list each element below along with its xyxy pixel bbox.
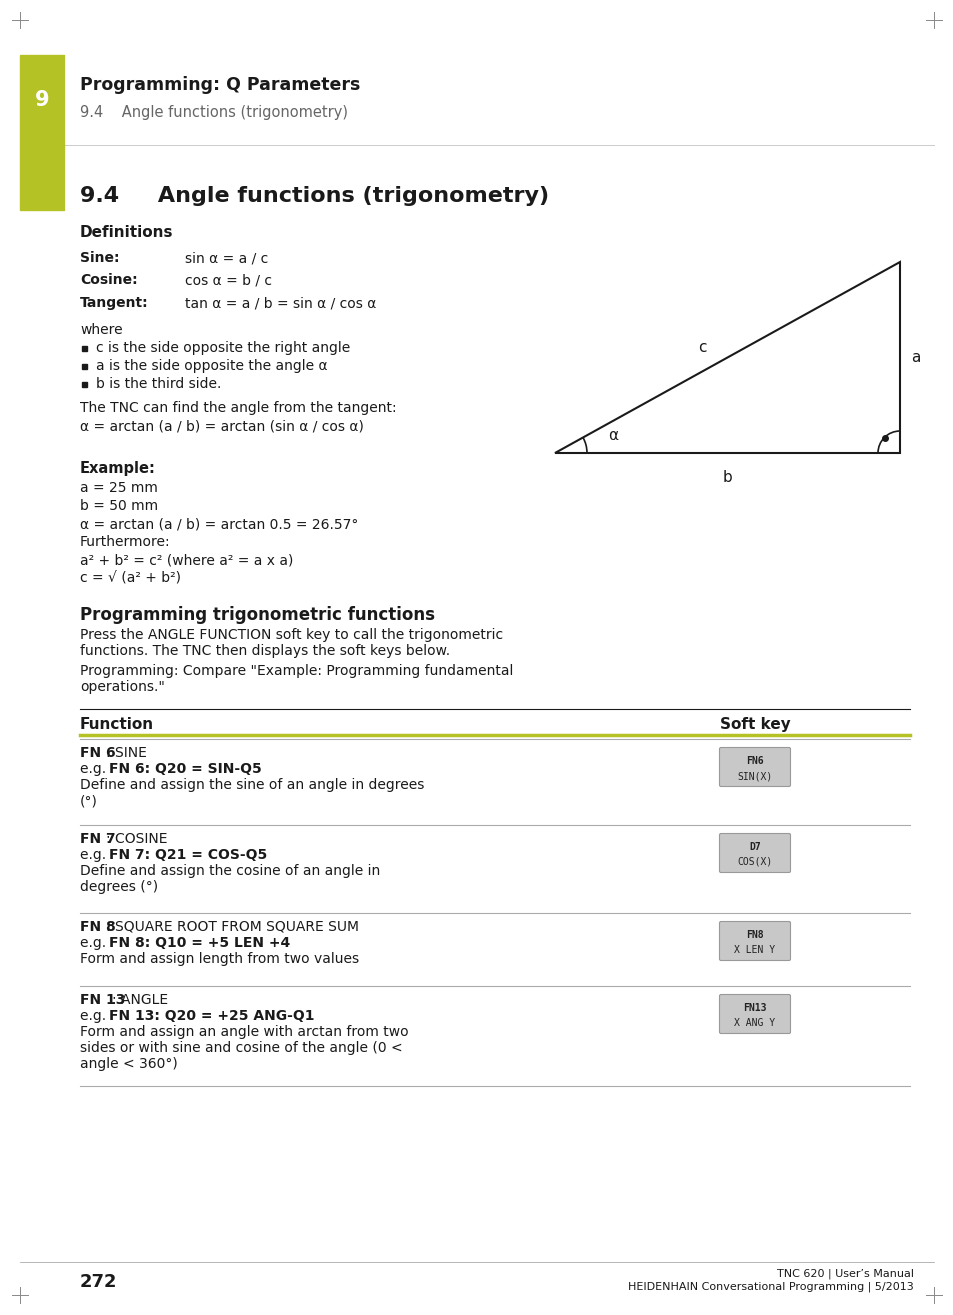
Text: FN6: FN6 <box>745 756 763 767</box>
Text: Furthermore:: Furthermore: <box>80 535 171 548</box>
Text: degrees (°): degrees (°) <box>80 880 158 894</box>
Text: Example:: Example: <box>80 460 155 476</box>
Text: Form and assign length from two values: Form and assign length from two values <box>80 952 358 967</box>
Text: c = √ (a² + b²): c = √ (a² + b²) <box>80 571 181 585</box>
Text: HEIDENHAIN Conversational Programming | 5/2013: HEIDENHAIN Conversational Programming | … <box>628 1282 913 1293</box>
FancyBboxPatch shape <box>719 747 790 786</box>
Text: : SQUARE ROOT FROM SQUARE SUM: : SQUARE ROOT FROM SQUARE SUM <box>106 920 358 934</box>
Text: Programming: Q Parameters: Programming: Q Parameters <box>80 76 360 93</box>
Text: b = 50 mm: b = 50 mm <box>80 498 158 513</box>
Text: SIN(X): SIN(X) <box>737 771 772 781</box>
Text: operations.": operations." <box>80 680 165 694</box>
FancyBboxPatch shape <box>719 834 790 872</box>
Text: : ANGLE: : ANGLE <box>112 993 169 1007</box>
Text: Function: Function <box>80 717 154 731</box>
Text: Define and assign the cosine of an angle in: Define and assign the cosine of an angle… <box>80 864 380 878</box>
Bar <box>82 381 87 387</box>
Text: FN13: FN13 <box>742 1003 766 1013</box>
Text: : SINE: : SINE <box>106 746 147 760</box>
Text: c is the side opposite the right angle: c is the side opposite the right angle <box>96 341 350 355</box>
Bar <box>20 55 64 210</box>
Text: sin α = a / c: sin α = a / c <box>185 251 268 266</box>
Text: Sine:: Sine: <box>80 251 119 266</box>
Text: e.g.: e.g. <box>80 936 111 949</box>
Bar <box>82 346 87 351</box>
FancyBboxPatch shape <box>719 994 790 1034</box>
Text: 272: 272 <box>80 1273 117 1291</box>
Text: a = 25 mm: a = 25 mm <box>80 481 157 494</box>
Text: b is the third side.: b is the third side. <box>96 377 221 391</box>
Text: angle < 360°): angle < 360°) <box>80 1057 177 1070</box>
Text: Programming trigonometric functions: Programming trigonometric functions <box>80 606 435 625</box>
Text: α: α <box>607 427 618 443</box>
Text: Define and assign the sine of an angle in degrees: Define and assign the sine of an angle i… <box>80 778 424 792</box>
Text: α = arctan (a / b) = arctan 0.5 = 26.57°: α = arctan (a / b) = arctan 0.5 = 26.57° <box>80 517 358 531</box>
Text: : COSINE: : COSINE <box>106 832 168 846</box>
Text: a is the side opposite the angle α: a is the side opposite the angle α <box>96 359 327 373</box>
Text: tan α = a / b = sin α / cos α: tan α = a / b = sin α / cos α <box>185 296 376 310</box>
Text: Cosine:: Cosine: <box>80 274 137 287</box>
Text: FN 7: Q21 = COS-Q5: FN 7: Q21 = COS-Q5 <box>109 848 267 863</box>
Text: where: where <box>80 323 123 337</box>
Text: 9.4     Angle functions (trigonometry): 9.4 Angle functions (trigonometry) <box>80 185 549 206</box>
Text: sides or with sine and cosine of the angle (0 <: sides or with sine and cosine of the ang… <box>80 1041 402 1055</box>
Text: X LEN Y: X LEN Y <box>734 945 775 955</box>
Text: FN 7: FN 7 <box>80 832 115 846</box>
Text: FN 13: FN 13 <box>80 993 125 1007</box>
Text: Press the ANGLE FUNCTION soft key to call the trigonometric: Press the ANGLE FUNCTION soft key to cal… <box>80 629 502 642</box>
Text: c: c <box>698 341 706 355</box>
Text: α = arctan (a / b) = arctan (sin α / cos α): α = arctan (a / b) = arctan (sin α / cos… <box>80 419 363 433</box>
Text: cos α = b / c: cos α = b / c <box>185 274 272 287</box>
Text: e.g.: e.g. <box>80 761 111 776</box>
Text: (°): (°) <box>80 794 98 807</box>
Text: FN 13: Q20 = +25 ANG-Q1: FN 13: Q20 = +25 ANG-Q1 <box>109 1009 314 1023</box>
Text: FN 6: FN 6 <box>80 746 115 760</box>
Text: b: b <box>721 469 732 484</box>
Text: Tangent:: Tangent: <box>80 296 149 310</box>
Text: a: a <box>910 350 920 366</box>
Text: functions. The TNC then displays the soft keys below.: functions. The TNC then displays the sof… <box>80 644 450 658</box>
Text: D7: D7 <box>748 842 760 852</box>
Bar <box>82 364 87 370</box>
Text: Definitions: Definitions <box>80 225 173 239</box>
Text: The TNC can find the angle from the tangent:: The TNC can find the angle from the tang… <box>80 401 396 416</box>
Text: a² + b² = c² (where a² = a x a): a² + b² = c² (where a² = a x a) <box>80 554 294 567</box>
Text: FN 6: Q20 = SIN-Q5: FN 6: Q20 = SIN-Q5 <box>109 761 261 776</box>
Text: COS(X): COS(X) <box>737 857 772 867</box>
Text: TNC 620 | User’s Manual: TNC 620 | User’s Manual <box>776 1269 913 1279</box>
Text: FN 8: FN 8 <box>80 920 115 934</box>
Text: X ANG Y: X ANG Y <box>734 1018 775 1028</box>
Text: FN 8: Q10 = +5 LEN +4: FN 8: Q10 = +5 LEN +4 <box>109 936 290 949</box>
Text: FN8: FN8 <box>745 930 763 940</box>
Text: Soft key: Soft key <box>719 717 789 731</box>
Text: e.g.: e.g. <box>80 848 111 863</box>
Text: e.g.: e.g. <box>80 1009 111 1023</box>
Text: 9: 9 <box>34 89 50 110</box>
Text: Form and assign an angle with arctan from two: Form and assign an angle with arctan fro… <box>80 1024 408 1039</box>
Text: Programming: Compare "Example: Programming fundamental: Programming: Compare "Example: Programmi… <box>80 664 513 679</box>
FancyBboxPatch shape <box>719 922 790 960</box>
Text: 9.4    Angle functions (trigonometry): 9.4 Angle functions (trigonometry) <box>80 104 348 120</box>
